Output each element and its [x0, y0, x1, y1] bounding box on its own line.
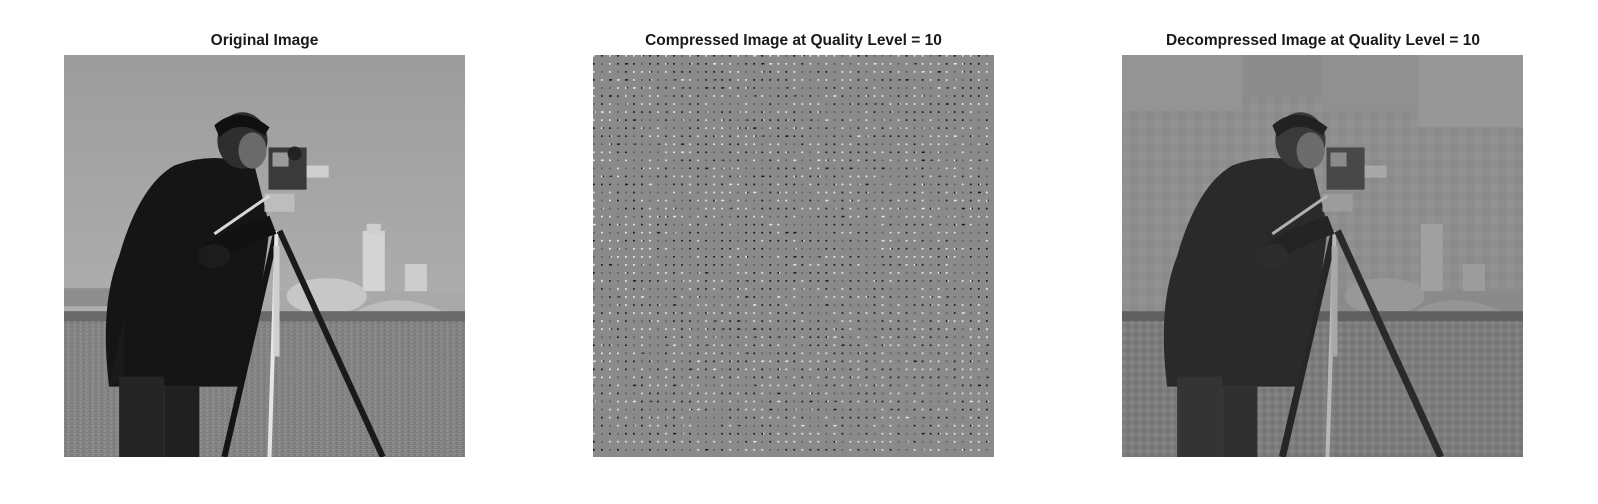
panel-title-decompressed: Decompressed Image at Quality Level = 10: [1165, 32, 1481, 49]
panel-title-compressed: Compressed Image at Quality Level = 10: [645, 32, 942, 49]
compressed-image: [593, 55, 994, 457]
panel-compressed: Compressed Image at Quality Level = 10: [593, 0, 994, 504]
panel-title-original: Original Image: [210, 32, 319, 49]
decompressed-image: [1122, 55, 1523, 457]
original-image: [64, 55, 465, 457]
panel-decompressed: Decompressed Image at Quality Level = 10: [1122, 0, 1524, 504]
panel-original: Original Image: [64, 0, 465, 504]
